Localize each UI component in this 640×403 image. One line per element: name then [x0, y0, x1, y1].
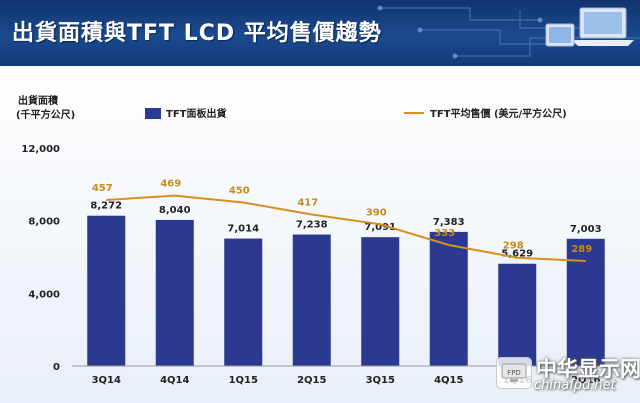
line-value-label: 417: [297, 197, 318, 208]
y-tick-label: 8,000: [28, 217, 60, 228]
y-tick-label: 0: [53, 362, 60, 373]
y-axis: 0 4,000 8,000 12,000: [21, 144, 60, 373]
line-value-label: 390: [366, 207, 387, 218]
circuit-decoration: [377, 5, 640, 59]
legend: TFT面板出貨 TFT平均售價 (美元/平方公尺): [145, 107, 567, 120]
line-value-label: 457: [92, 183, 113, 194]
legend-bar-swatch: [145, 108, 161, 119]
line-value-label: 289: [571, 244, 592, 255]
line-value-labels: 457 469 450 417 390 333 298 289: [92, 179, 592, 255]
bar-value-label: 7,003: [570, 224, 602, 235]
line-value-label: 298: [503, 241, 524, 252]
bar-value-label: 8,272: [90, 201, 122, 212]
y-axis-label-line2: (千平方公尺): [16, 108, 75, 121]
y-axis-label-line1: 出貨面積: [18, 94, 59, 107]
bar: [292, 234, 331, 366]
watermark: FPD 中华显示网 chinafpd.net: [494, 353, 640, 397]
line-value-label: 469: [160, 179, 181, 190]
chart: 出貨面積 (千平方公尺) TFT面板出貨 TFT平均售價 (美元/平方公尺) 0…: [0, 66, 640, 403]
bar-value-label: 7,091: [364, 222, 396, 233]
x-tick-label: 4Q14: [160, 375, 189, 386]
bar: [429, 231, 468, 366]
bar: [361, 237, 400, 366]
title-bar: 出貨面積與TFT LCD 平均售價趨勢: [0, 0, 640, 66]
y-tick-label: 12,000: [21, 144, 60, 155]
watermark-logo-icon: FPD: [496, 357, 532, 389]
legend-bar-label: TFT面板出貨: [166, 107, 226, 120]
price-line: [106, 194, 586, 262]
line-value-label: 333: [434, 228, 455, 239]
monitor-icon: [545, 23, 575, 47]
x-tick-label: 4Q15: [434, 375, 463, 386]
x-tick-label: 1Q15: [229, 375, 258, 386]
line-value-label: 450: [229, 186, 250, 197]
watermark-url: chinafpd.net: [534, 378, 616, 393]
bar: [87, 215, 126, 366]
x-tick-label: 2Q16: [571, 375, 600, 386]
bar-value-label: 5,629: [501, 249, 533, 260]
bar: [498, 263, 537, 366]
bar-value-label: 8,040: [159, 205, 191, 216]
legend-line-label: TFT平均售價 (美元/平方公尺): [430, 107, 567, 120]
x-tick-label: 3Q14: [92, 375, 121, 386]
page-title: 出貨面積與TFT LCD 平均售價趨勢: [12, 21, 382, 46]
bar-series: [87, 215, 605, 366]
bar-value-labels: 8,272 8,040 7,014 7,238 7,091 7,383 5,629 7,003: [90, 201, 601, 260]
bar: [155, 219, 194, 366]
x-tick-label: 3Q15: [366, 375, 395, 386]
y-tick-label: 4,000: [28, 289, 60, 300]
watermark-logo-text: FPD: [507, 369, 521, 377]
x-tick-label: 2Q15: [297, 375, 326, 386]
bar-value-label: 7,014: [227, 224, 259, 235]
bar: [566, 238, 605, 366]
laptop-icon: [572, 7, 634, 46]
bar: [224, 238, 263, 366]
bar-value-label: 7,383: [433, 217, 465, 228]
bar-value-label: 7,238: [296, 220, 328, 231]
line-series: [106, 194, 586, 262]
watermark-name: 中华显示网: [536, 357, 640, 381]
